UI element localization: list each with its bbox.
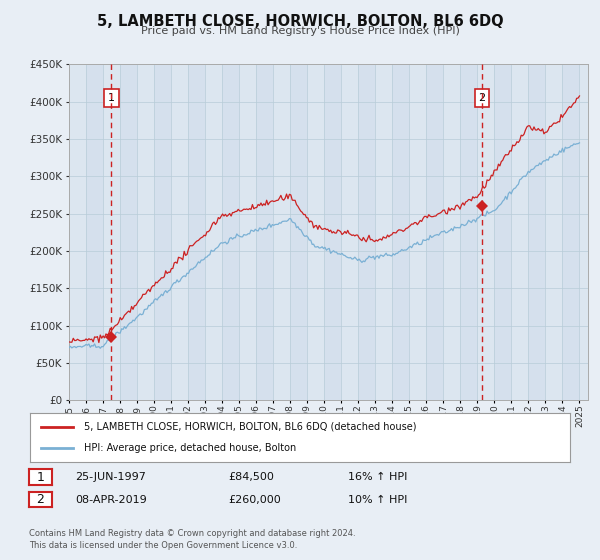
Text: £84,500: £84,500 [228, 472, 274, 482]
Text: 2: 2 [478, 93, 485, 103]
Bar [154, 64, 171, 400]
Text: £260,000: £260,000 [228, 494, 281, 505]
Text: 1: 1 [108, 93, 115, 103]
Bar [562, 64, 580, 400]
Text: 10% ↑ HPI: 10% ↑ HPI [348, 494, 407, 505]
Text: 08-APR-2019: 08-APR-2019 [75, 494, 147, 505]
Bar [120, 64, 137, 400]
Text: 1: 1 [36, 470, 44, 484]
Bar [392, 64, 409, 400]
Bar [324, 64, 341, 400]
Bar [86, 64, 103, 400]
Text: 2: 2 [36, 493, 44, 506]
Text: Contains HM Land Registry data © Crown copyright and database right 2024.: Contains HM Land Registry data © Crown c… [29, 529, 355, 538]
Bar [494, 64, 511, 400]
Text: 5, LAMBETH CLOSE, HORWICH, BOLTON, BL6 6DQ: 5, LAMBETH CLOSE, HORWICH, BOLTON, BL6 6… [97, 14, 503, 29]
Text: This data is licensed under the Open Government Licence v3.0.: This data is licensed under the Open Gov… [29, 542, 297, 550]
Text: 5, LAMBETH CLOSE, HORWICH, BOLTON, BL6 6DQ (detached house): 5, LAMBETH CLOSE, HORWICH, BOLTON, BL6 6… [84, 422, 416, 432]
Bar [427, 64, 443, 400]
Text: 25-JUN-1997: 25-JUN-1997 [75, 472, 146, 482]
Bar [358, 64, 375, 400]
Text: HPI: Average price, detached house, Bolton: HPI: Average price, detached house, Bolt… [84, 443, 296, 453]
Text: 16% ↑ HPI: 16% ↑ HPI [348, 472, 407, 482]
Bar [460, 64, 478, 400]
Bar [529, 64, 545, 400]
Bar [222, 64, 239, 400]
Text: Price paid vs. HM Land Registry's House Price Index (HPI): Price paid vs. HM Land Registry's House … [140, 26, 460, 36]
Bar [290, 64, 307, 400]
Bar [256, 64, 273, 400]
Bar [188, 64, 205, 400]
